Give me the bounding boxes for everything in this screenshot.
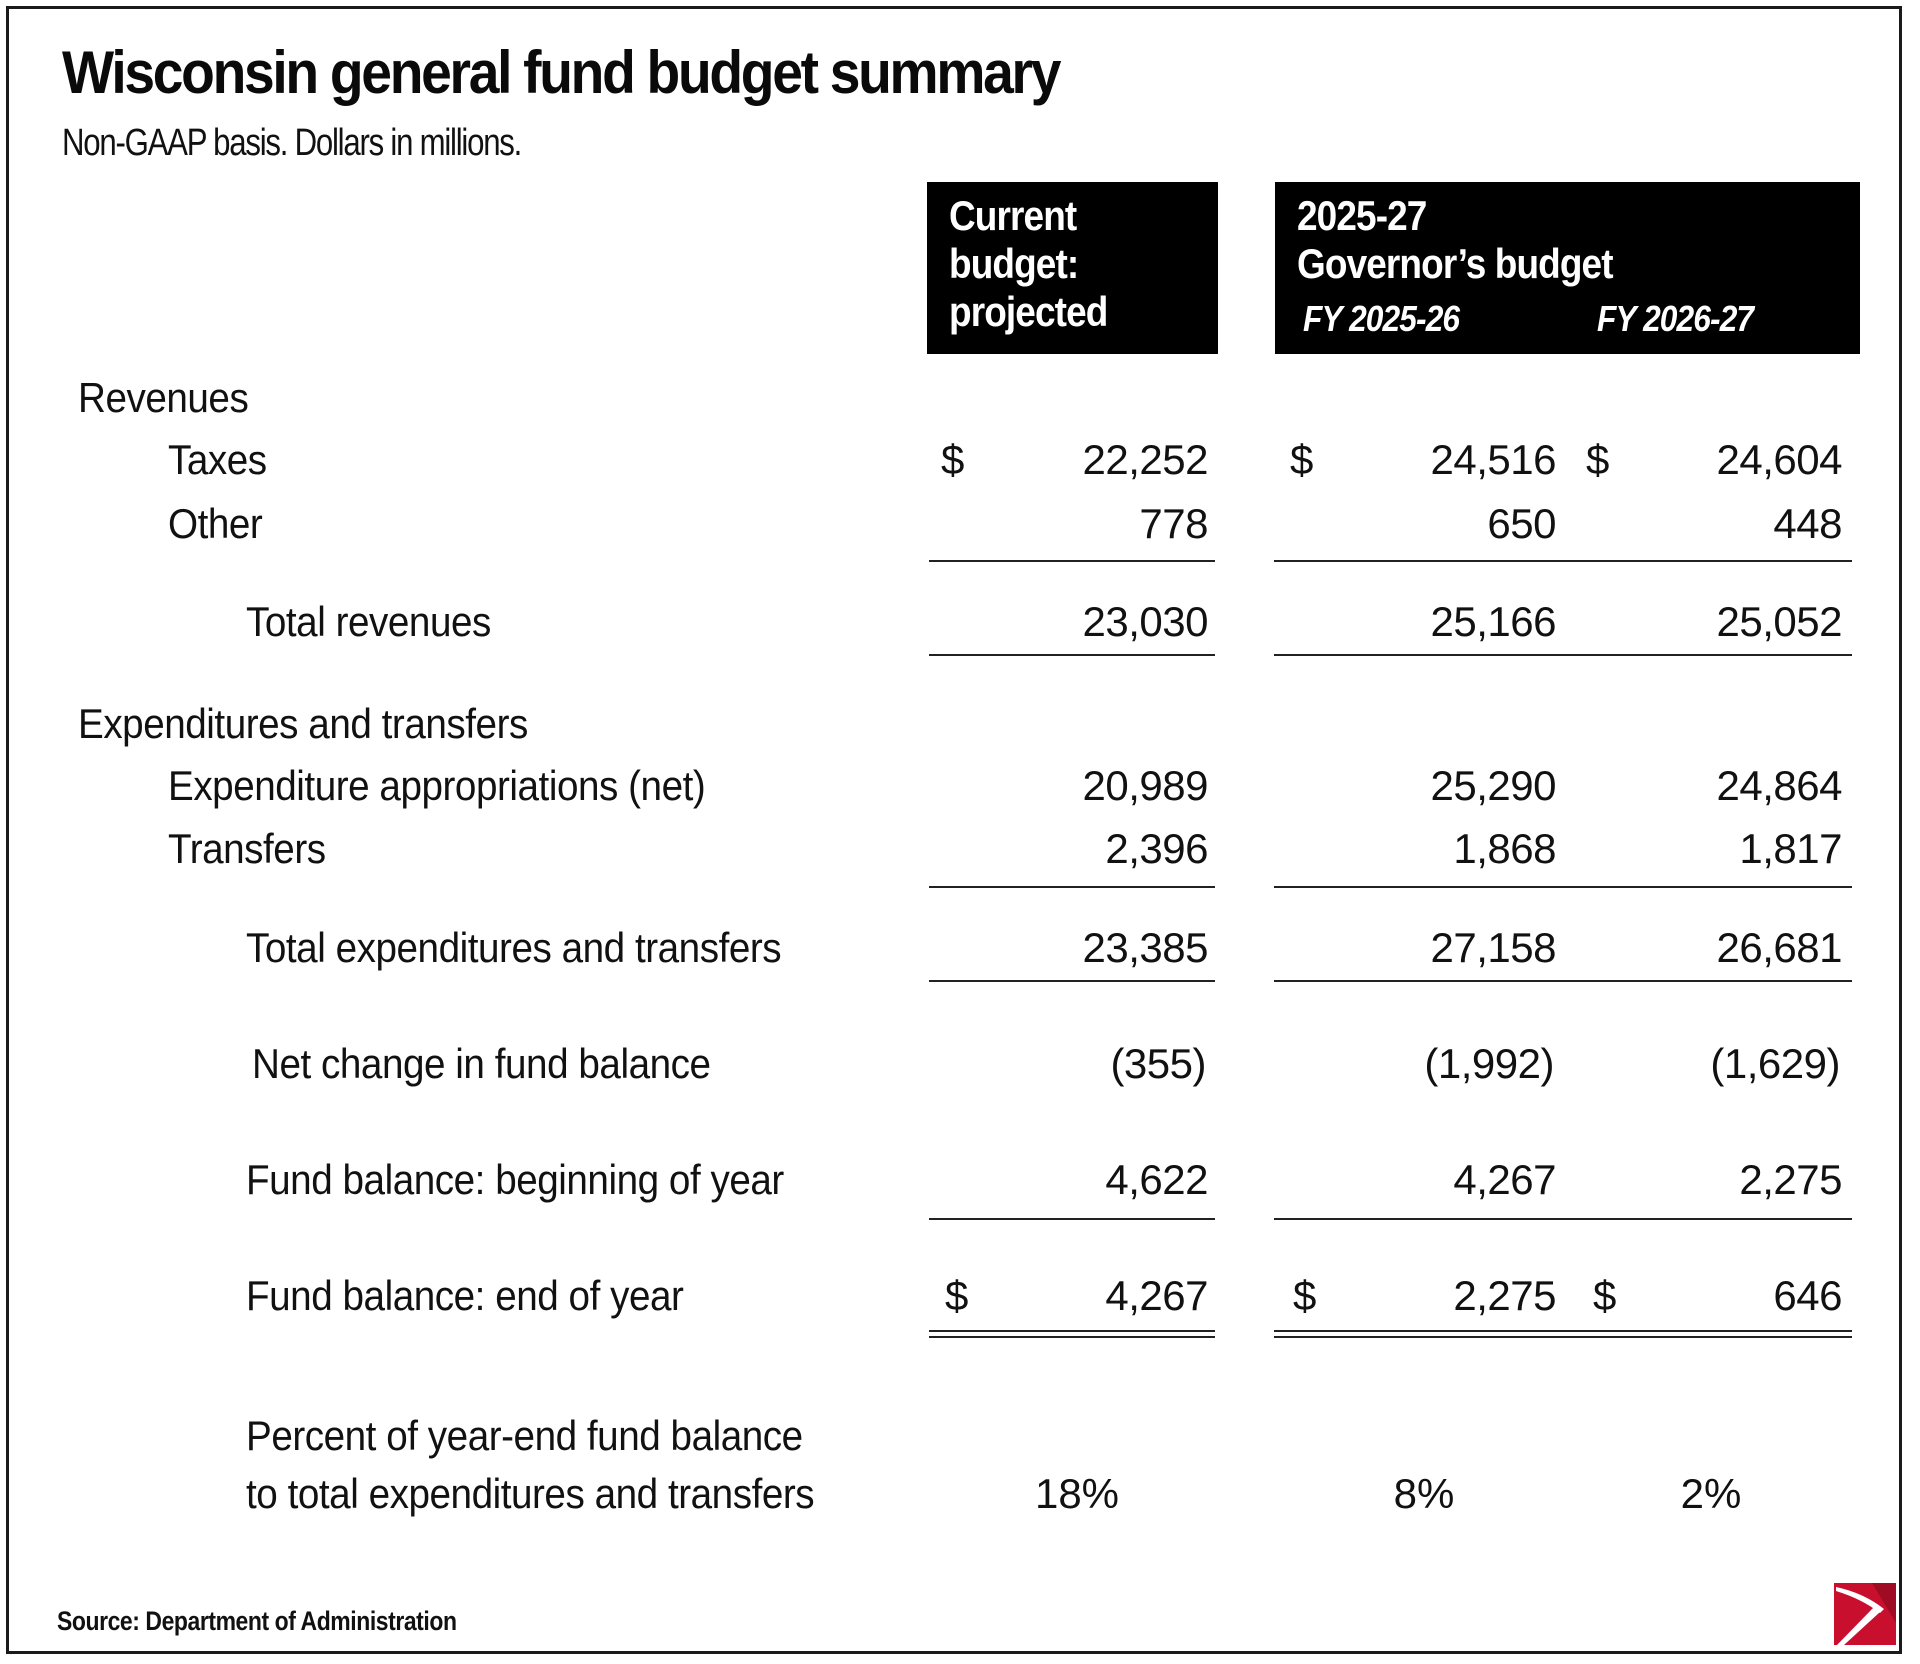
dollar-sign: $ [1593,1272,1617,1319]
rule-subtotal [1274,886,1852,888]
row-label-transfers: Transfers [168,825,326,872]
cell-total-exp-current: 23,385 [1082,924,1209,971]
cell-total-revenues-current: 23,030 [1082,598,1209,645]
rule-subtotal [1274,1218,1852,1220]
section-revenues: Revenues [78,374,249,421]
cell-total-revenues-fy27: 25,052 [1716,598,1843,645]
dollar-sign: $ [945,1272,969,1319]
header-current-line3: projected [949,288,1108,335]
cell-taxes-current: 22,252 [1082,436,1209,483]
header-current-line1: Current [949,192,1077,239]
dollar-sign: $ [1586,436,1610,483]
rule-total [1274,980,1852,982]
header-fy-2025-26: FY 2025-26 [1303,298,1460,339]
dollar-sign: $ [1290,436,1314,483]
cell-exp-appr-current: 20,989 [1082,762,1209,809]
cell-total-exp-fy27: 26,681 [1716,924,1843,971]
cell-percent-fy27: 2% [1680,1470,1742,1517]
cell-other-fy27: 448 [1773,500,1842,547]
cell-transfers-current: 2,396 [1105,825,1208,872]
cell-fund-begin-fy26: 4,267 [1453,1156,1556,1203]
dollar-sign: $ [941,436,965,483]
cell-net-change-current: (355) [1110,1040,1206,1087]
row-label-expenditure-appropriations: Expenditure appropriations (net) [168,762,706,809]
header-governors-budget: 2025-27 Governor’s budget FY 2025-26 FY … [1275,182,1860,354]
section-expenditures: Expenditures and transfers [78,700,528,747]
rule-total [929,654,1215,656]
publisher-logo-icon [1834,1583,1896,1645]
header-current-budget: Current budget: projected [927,182,1218,354]
cell-exp-appr-fy27: 24,864 [1716,762,1843,809]
row-label-percent-line2: to total expenditures and transfers [246,1470,815,1517]
header-gov-line1: 2025-27 [1297,192,1427,239]
cell-transfers-fy26: 1,868 [1453,825,1556,872]
cell-taxes-fy27: 24,604 [1716,436,1843,483]
page-title: Wisconsin general fund budget summary [62,39,1061,106]
row-label-fund-begin: Fund balance: beginning of year [246,1156,784,1203]
header-gov-line2: Governor’s budget [1297,240,1614,287]
graphic-frame [6,6,1902,1654]
cell-percent-fy26: 8% [1393,1470,1455,1517]
cell-transfers-fy27: 1,817 [1739,825,1842,872]
row-label-fund-end: Fund balance: end of year [246,1272,684,1319]
cell-net-change-fy27: (1,629) [1710,1040,1840,1087]
pickaxe-icon [1834,1583,1896,1645]
header-current-line2: budget: [949,240,1079,287]
row-label-taxes: Taxes [168,436,267,483]
rule-total [929,980,1215,982]
rule-total [1274,654,1852,656]
cell-other-current: 778 [1139,500,1208,547]
cell-fund-begin-current: 4,622 [1105,1156,1208,1203]
cell-taxes-fy26: 24,516 [1430,436,1557,483]
cell-total-revenues-fy26: 25,166 [1430,598,1557,645]
cell-percent-current: 18% [1034,1470,1120,1517]
row-label-net-change: Net change in fund balance [252,1040,711,1087]
row-label-total-revenues: Total revenues [246,598,491,645]
cell-total-exp-fy26: 27,158 [1430,924,1557,971]
rule-subtotal [929,886,1215,888]
source-note: Source: Department of Administration [57,1606,457,1636]
cell-fund-begin-fy27: 2,275 [1739,1156,1842,1203]
header-fy-2026-27: FY 2026-27 [1597,298,1754,339]
page-subtitle: Non-GAAP basis. Dollars in millions. [62,122,522,164]
cell-net-change-fy26: (1,992) [1424,1040,1554,1087]
cell-fund-end-fy26: 2,275 [1453,1272,1556,1319]
cell-fund-end-current: 4,267 [1105,1272,1208,1319]
cell-other-fy26: 650 [1487,500,1556,547]
row-label-total-expenditures: Total expenditures and transfers [246,924,782,971]
rule-double [1274,1330,1852,1338]
rule-double [929,1330,1215,1338]
row-label-other: Other [168,500,263,547]
dollar-sign: $ [1293,1272,1317,1319]
row-label-percent-line1: Percent of year-end fund balance [246,1412,803,1459]
cell-fund-end-fy27: 646 [1773,1272,1842,1319]
cell-exp-appr-fy26: 25,290 [1430,762,1557,809]
rule-subtotal [929,1218,1215,1220]
rule-subtotal [929,560,1215,562]
rule-subtotal [1274,560,1852,562]
